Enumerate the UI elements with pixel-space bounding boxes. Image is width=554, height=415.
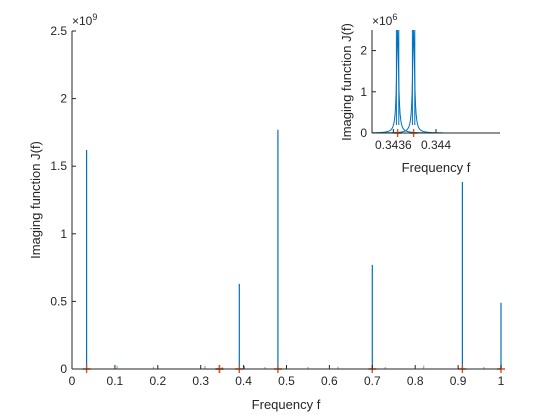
inset-y-axis-label: Imaging function J(f) bbox=[339, 23, 354, 141]
inset-y-exponent-power: 6 bbox=[392, 12, 397, 22]
inset-x-tick-label: 0.344 bbox=[421, 138, 451, 152]
inset-y-exponent-base: ×10 bbox=[372, 14, 393, 28]
main-x-tick-label: 0 bbox=[69, 374, 76, 388]
main-y-exponent-base: ×10 bbox=[72, 14, 93, 28]
inset-x-ticks: 0.3436 0.344 bbox=[375, 129, 451, 152]
main-y-tick-label: 1 bbox=[60, 227, 67, 241]
main-x-tick-label: 0.6 bbox=[321, 374, 338, 388]
main-x-tick-label: 0.2 bbox=[149, 374, 166, 388]
main-x-axis-label: Frequency f bbox=[252, 397, 321, 412]
main-y-exponent-power: 9 bbox=[92, 12, 97, 22]
inset-y-tick-label: 0 bbox=[360, 126, 367, 140]
main-x-tick-label: 0.1 bbox=[107, 374, 124, 388]
main-y-exponent: ×109 bbox=[72, 12, 97, 28]
inset-chart: 0.3436 0.344 0 1 2 Frequency f Imaging func… bbox=[330, 2, 552, 182]
main-y-tick-label: 1.5 bbox=[50, 159, 67, 173]
main-x-tick-label: 0.3 bbox=[192, 374, 209, 388]
main-x-ticks: 0 0.1 0.2 0.3 0.4 0.5 0.6 0.7 0.8 0.9 1 bbox=[69, 365, 505, 388]
main-x-tick-label: 0.9 bbox=[450, 374, 467, 388]
main-x-tick-label: 0.7 bbox=[364, 374, 381, 388]
inset-plot-area bbox=[372, 30, 500, 133]
inset-y-tick-label: 2 bbox=[360, 44, 367, 58]
main-x-tick-label: 0.8 bbox=[407, 374, 424, 388]
main-x-tick-label: 1 bbox=[498, 374, 505, 388]
main-y-ticks: 0 0.5 1 1.5 2 2.5 bbox=[50, 24, 76, 376]
main-y-tick-label: 0.5 bbox=[50, 294, 67, 308]
main-y-tick-label: 2 bbox=[60, 92, 67, 106]
inset-x-tick-label: 0.3436 bbox=[375, 138, 412, 152]
inset-y-ticks: 0 1 2 bbox=[360, 44, 376, 140]
main-y-axis-label: Imaging function J(f) bbox=[28, 141, 43, 259]
main-x-tick-label: 0.4 bbox=[235, 374, 252, 388]
main-x-tick-label: 0.5 bbox=[278, 374, 295, 388]
inset-y-exponent: ×106 bbox=[372, 12, 397, 28]
main-y-tick-label: 0 bbox=[60, 362, 67, 376]
inset-y-tick-label: 1 bbox=[360, 85, 367, 99]
main-y-tick-label: 2.5 bbox=[50, 24, 67, 38]
inset-x-axis-label: Frequency f bbox=[402, 160, 471, 175]
